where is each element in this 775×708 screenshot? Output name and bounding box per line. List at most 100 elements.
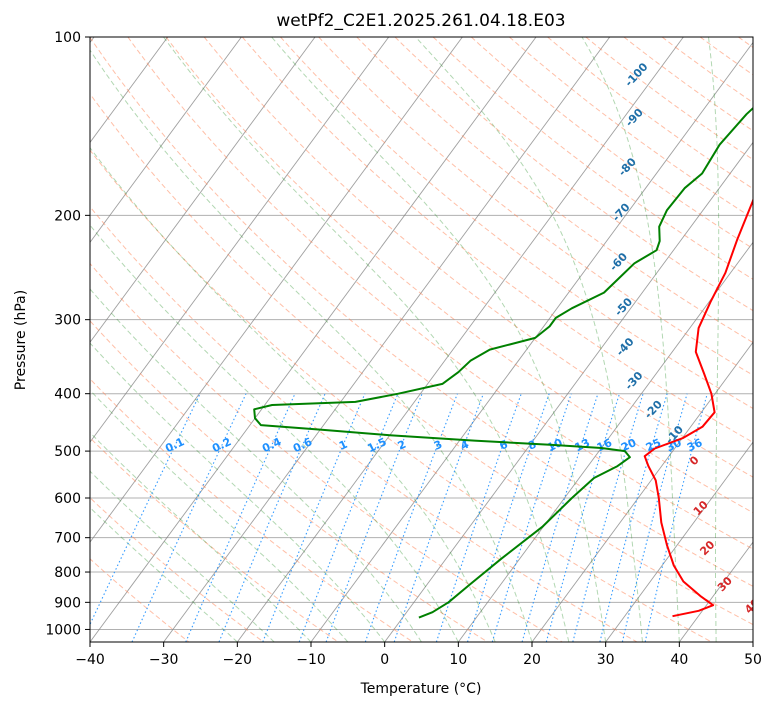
mixing-ratio-label: 30 xyxy=(664,436,684,454)
dry-adiabat-line xyxy=(203,37,753,478)
isotherm-line xyxy=(90,37,537,642)
dry-adiabat-label: -40 xyxy=(614,335,637,359)
moist-adiabat-line xyxy=(90,470,275,642)
moist-adiabat-line xyxy=(581,37,680,642)
moist-adiabat-label: 20 xyxy=(697,538,717,558)
x-tick-label: 0 xyxy=(380,652,389,668)
dry-adiabat-line xyxy=(356,37,753,344)
dry-adiabat-line xyxy=(738,37,753,49)
x-tick-label: −20 xyxy=(223,652,253,668)
dewpoint-profile-line xyxy=(253,106,753,619)
dry-adiabat-line xyxy=(547,37,753,190)
dry-adiabat-label: -100 xyxy=(622,60,651,89)
isotherm-line xyxy=(457,241,753,642)
moist-adiabat-line xyxy=(90,342,386,642)
moist-adiabat-line xyxy=(708,37,720,642)
mixing-ratio-label: 25 xyxy=(644,436,663,454)
temperature-profile-line xyxy=(643,197,753,618)
mixing-ratio-line xyxy=(466,393,550,642)
y-tick-label: 200 xyxy=(54,208,81,224)
mixing-ratio-line xyxy=(364,393,458,642)
mixing-ratio-line xyxy=(298,393,399,642)
x-tick-label: 50 xyxy=(744,652,762,668)
isotherm-line xyxy=(605,441,753,642)
dry-adiabat-line xyxy=(585,37,753,161)
moist-adiabat-line xyxy=(90,224,459,642)
chart-title: wetPf2_C2E1.2025.261.04.18.E03 xyxy=(276,11,565,31)
isotherm-line xyxy=(90,37,316,344)
mixing-ratio-label: 1.5 xyxy=(365,435,388,455)
dry-adiabat-line xyxy=(241,37,753,443)
dry-adiabat-line xyxy=(90,320,488,642)
x-tick-label: 40 xyxy=(670,652,688,668)
dry-adiabat-line xyxy=(509,37,753,219)
mixing-ratio-label: 36 xyxy=(685,436,705,454)
mixing-ratio-line xyxy=(435,393,522,642)
moist-adiabat-label: 0 xyxy=(687,453,702,468)
y-tick-label: 900 xyxy=(54,595,81,611)
contour-labels: -100-90-80-70-60-50-40-30-20-10010203040… xyxy=(163,60,762,616)
isotherm-line xyxy=(90,37,390,443)
mixing-ratio-line xyxy=(218,393,326,642)
isotherm-line xyxy=(236,37,684,642)
mixing-ratio-line xyxy=(521,393,599,642)
moist-adiabat-label: 10 xyxy=(691,498,711,518)
background-lines xyxy=(90,37,753,642)
mixing-ratio-label: 1 xyxy=(337,438,349,453)
isotherm-line xyxy=(90,37,169,144)
x-axis-title: Temperature (°C) xyxy=(360,681,482,697)
mixing-ratio-line xyxy=(185,393,296,642)
y-axis: 100 200 300 400 500 600 700 800 900 1000 xyxy=(45,30,90,638)
isotherm-line xyxy=(90,37,463,543)
mixing-ratio-line xyxy=(572,393,644,642)
x-tick-label: −30 xyxy=(149,652,179,668)
dry-adiabat-line xyxy=(90,205,638,642)
moist-adiabat-line xyxy=(90,506,238,642)
x-axis: −40 −30 −20 −10 0 10 20 30 40 50 xyxy=(75,642,762,668)
x-tick-label: 20 xyxy=(523,652,541,668)
isotherm-line xyxy=(90,37,242,244)
dry-adiabat-line xyxy=(90,92,753,626)
moist-adiabat-line xyxy=(163,37,570,642)
moist-adiabat-line xyxy=(90,288,422,642)
x-tick-label: −10 xyxy=(296,652,326,668)
y-tick-label: 1000 xyxy=(45,622,81,638)
mixing-ratio-label: 8 xyxy=(526,438,538,453)
isotherm-line xyxy=(163,37,611,642)
dry-adiabat-line xyxy=(280,37,753,410)
dry-adiabat-line xyxy=(90,497,264,642)
y-tick-label: 800 xyxy=(54,565,81,581)
moist-adiabat-line xyxy=(415,37,643,642)
isotherm-line xyxy=(384,141,753,642)
dry-adiabat-line xyxy=(90,149,712,642)
x-tick-label: −40 xyxy=(75,652,105,668)
moist-adiabat-line xyxy=(90,431,312,642)
mixing-ratio-line xyxy=(131,393,247,642)
profile-lines xyxy=(253,106,753,619)
mixing-ratio-line xyxy=(90,393,201,626)
dry-adiabat-line xyxy=(90,437,339,642)
y-tick-label: 700 xyxy=(54,531,81,547)
dry-adiabat-line xyxy=(90,378,414,642)
mixing-ratio-label: 20 xyxy=(619,436,639,454)
mixing-ratio-line xyxy=(621,393,688,642)
mixing-ratio-label: 3 xyxy=(432,438,444,453)
moist-adiabat-label: 40 xyxy=(742,596,762,616)
dry-adiabat-line xyxy=(127,37,753,550)
moist-adiabat-line xyxy=(90,49,533,642)
dry-adiabat-label: -20 xyxy=(642,398,665,422)
dry-adiabat-line xyxy=(90,262,563,642)
y-tick-label: 100 xyxy=(54,30,81,46)
dry-adiabat-line xyxy=(90,37,753,587)
mixing-ratio-line xyxy=(545,393,621,642)
mixing-ratio-label: 13 xyxy=(573,436,592,454)
x-tick-label: 30 xyxy=(597,652,615,668)
plot-frame xyxy=(89,36,754,643)
dry-adiabat-line xyxy=(432,37,753,280)
dry-adiabat-label: -30 xyxy=(623,369,646,393)
mixing-ratio-label: 0.4 xyxy=(260,435,283,455)
mixing-ratio-label: 2 xyxy=(396,438,408,453)
x-tick-label: 10 xyxy=(449,652,467,668)
mixing-ratio-line xyxy=(599,393,668,642)
